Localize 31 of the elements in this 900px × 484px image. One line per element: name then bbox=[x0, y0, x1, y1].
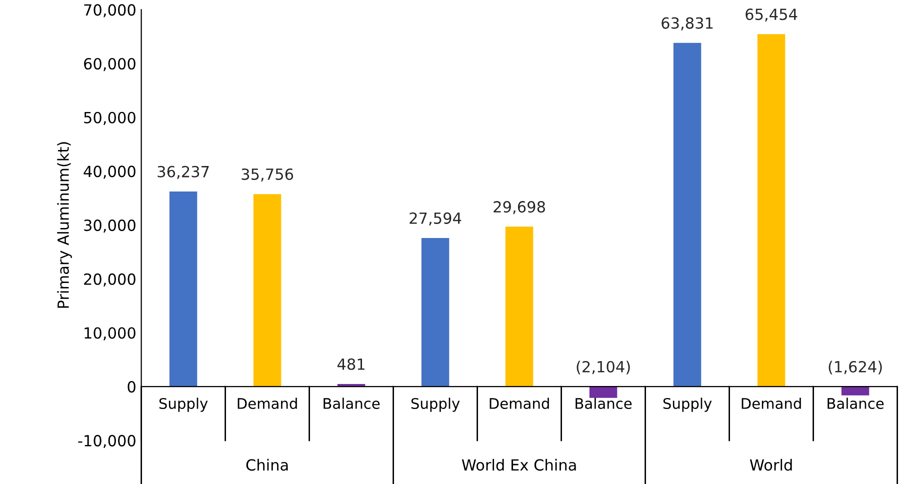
y-tick-label: 30,000 bbox=[84, 220, 136, 233]
y-tick-label: 50,000 bbox=[84, 112, 136, 125]
y-tick-label: 20,000 bbox=[84, 273, 136, 286]
text: World bbox=[750, 458, 792, 471]
x-tick-label: Balance bbox=[324, 398, 380, 409]
data-label: (1,624) bbox=[828, 360, 882, 374]
data-label: 65,454 bbox=[746, 8, 798, 22]
x-tick-label: Supply bbox=[411, 398, 460, 412]
data-label: 481 bbox=[337, 358, 364, 370]
data-label: 36,237 bbox=[158, 166, 209, 179]
y-tick-label: -10,000 bbox=[78, 434, 136, 448]
x-tick-label: Supply bbox=[159, 398, 208, 412]
y-tick-label: 0 bbox=[128, 381, 136, 393]
y-tick-label: 60,000 bbox=[84, 58, 136, 72]
data-label: (2,104) bbox=[576, 360, 630, 374]
x-tick-label: Balance bbox=[828, 398, 884, 409]
y-axis-title: Primary Aluminum(kt) bbox=[57, 142, 72, 308]
data-label: 27,594 bbox=[410, 212, 462, 226]
text: China bbox=[246, 458, 288, 471]
x-tick-label: Supply bbox=[663, 398, 712, 412]
text: World Ex China bbox=[462, 458, 576, 471]
y-tick-label: 70,000 bbox=[84, 4, 136, 18]
x-tick-label: Demand bbox=[238, 398, 297, 409]
x-tick-label: Balance bbox=[576, 398, 632, 409]
x-tick-label: Demand bbox=[490, 398, 549, 409]
y-tick-label: 40,000 bbox=[84, 166, 136, 179]
y-tick-label: 10,000 bbox=[84, 327, 136, 340]
data-label: 29,698 bbox=[494, 201, 545, 214]
data-label: 35,756 bbox=[242, 168, 294, 182]
x-tick-label: Demand bbox=[742, 398, 801, 409]
data-label: 63,831 bbox=[662, 17, 713, 30]
